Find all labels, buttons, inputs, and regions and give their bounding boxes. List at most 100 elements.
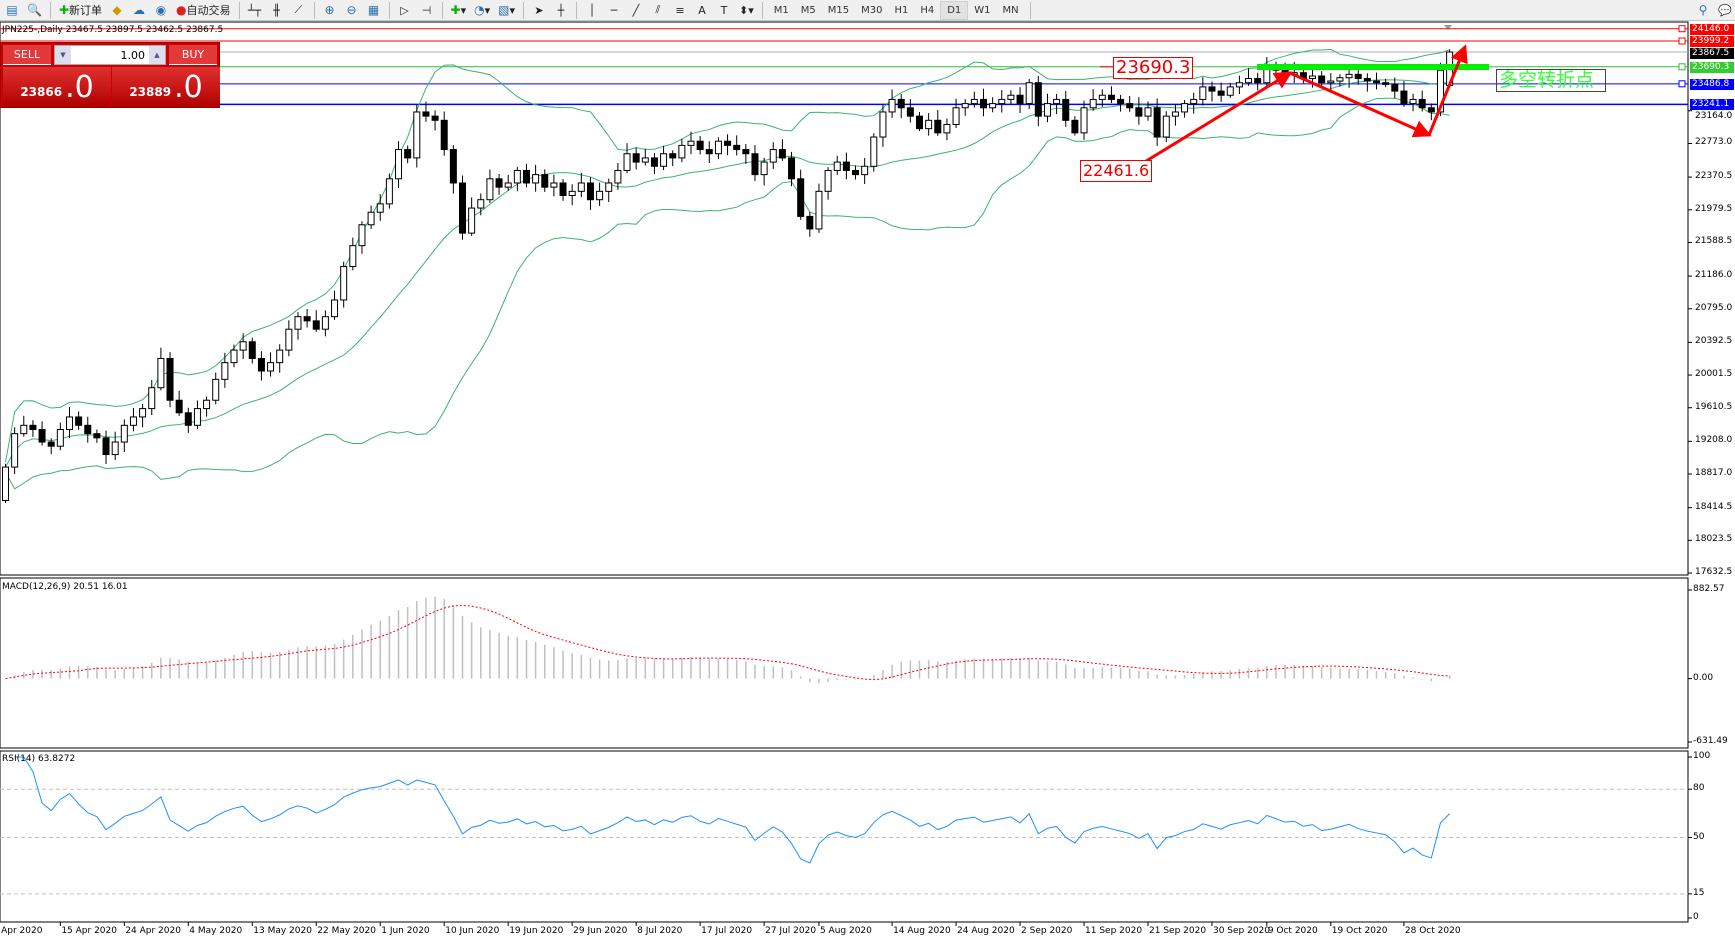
auto-scroll-icon[interactable]: ▷ [400,3,409,17]
candle-body [20,424,28,435]
signals-icon[interactable]: ◉ [155,3,167,17]
cursor-icon[interactable]: ➤ [534,3,544,17]
line-handle [1678,80,1686,88]
date-label: 10 Jun 2020 [445,926,500,936]
navigator-icon[interactable]: ☁ [133,3,146,17]
auto-trading-button[interactable]: ● 自动交易 [173,1,233,20]
candlestick-icon[interactable]: ╫ [273,3,280,17]
zoom-out-icon[interactable]: ⊖ [346,3,357,17]
sell-button[interactable]: SELL [3,45,51,65]
tile-windows-icon[interactable]: ▦ [367,3,380,17]
timeframe-m30[interactable]: M30 [861,4,883,16]
text-label-icon[interactable]: T [720,3,728,17]
candle-body [861,165,869,176]
timeframe-w1[interactable]: W1 [974,4,991,16]
macd-tick-label: 882.57 [1693,584,1725,594]
candle-body [696,140,704,151]
candle-body [970,98,978,105]
lot-size-input[interactable]: ▼ 1.00 ▲ [54,45,166,65]
candle-body [1309,75,1317,80]
fibonacci-icon[interactable]: ≡ [675,3,685,17]
buy-price[interactable]: 23889.0 [112,67,220,107]
new-order-button[interactable]: ✚ 新订单 [56,1,105,20]
buy-button[interactable]: BUY [169,45,217,65]
chat-icon[interactable]: 💬 [1718,3,1732,17]
horizontal-line-icon[interactable]: ─ [610,3,618,17]
candle-body [1327,80,1335,84]
timeframe-m5[interactable]: M5 [800,4,816,16]
candle-body [733,144,741,151]
candle-body [687,140,695,146]
timeframe-m1[interactable]: M1 [773,4,789,16]
lot-size-value[interactable]: 1.00 [120,48,146,62]
candle-body [1034,82,1042,117]
chart-shift-icon[interactable]: ⊣ [421,3,432,17]
sell-price-main: 23866 [20,85,63,99]
macd-tick-label: -631.49 [1693,736,1728,746]
date-label: 14 Aug 2020 [893,926,951,936]
auto-trading-icon: ● [176,3,187,17]
candle-body [660,153,668,167]
price-tick-label: 19610.5 [1695,401,1733,412]
arrows-icon[interactable]: ⬍▾ [738,3,754,17]
timeframe-mn[interactable]: MN [1002,4,1019,16]
print-preview-icon[interactable]: 🔍 [27,3,42,17]
turning-point-text[interactable]: 多空转折点 [1496,69,1606,92]
line-chart-icon[interactable]: ⟋ [294,3,303,16]
candle-body [1235,82,1243,88]
indicators-icon[interactable]: ✚ ▾ [450,3,467,17]
candle-body [1208,86,1216,92]
candle-body [541,174,549,188]
timeframe-bar: M1 M5 M15 M30 H1 H4 D1 W1 MN [768,0,1025,20]
candle-body [1226,86,1234,96]
bar-chart-icon[interactable]: ┴┬ [247,3,262,17]
candle-body [1181,103,1189,113]
lot-increase-icon[interactable]: ▲ [149,46,165,64]
candle-body [212,378,220,401]
vertical-line-icon[interactable]: │ [588,3,596,17]
candle-body [586,182,594,201]
candle-body [166,357,174,401]
lot-decrease-icon[interactable]: ▼ [55,46,71,64]
candle-body [385,178,393,205]
low-price-label[interactable]: 22461.6 [1080,160,1153,182]
sell-price[interactable]: 23866.0 [3,67,111,107]
candle-body [760,161,768,176]
trend-arrow [1142,71,1293,165]
timeframe-m15[interactable]: M15 [827,4,850,16]
rsi-label: RSI(14) 63.8272 [2,754,76,764]
auto-trading-label: 自动交易 [186,4,231,17]
new-chart-icon[interactable]: ▤ [6,3,18,17]
metaeditor-icon[interactable]: ◆ [112,3,122,17]
equidistant-channel-icon[interactable]: ⫽ [655,3,661,16]
zoom-in-icon[interactable]: ⊕ [324,3,335,17]
candle-body [1071,119,1079,134]
date-label: 24 Apr 2020 [125,926,181,936]
periods-icon[interactable]: ◔ ▾ [474,3,491,17]
candle-body [1043,103,1051,117]
candle-body [257,357,265,372]
timeframe-h1[interactable]: H1 [894,4,909,16]
date-label: 6 Apr 2020 [0,926,43,936]
trendline-icon[interactable]: ╱ [632,3,640,17]
search-icon[interactable]: ⚲ [1698,3,1708,17]
high-price-label[interactable]: 23690.3 [1113,57,1194,79]
candle-body [349,245,357,268]
candle-body [504,182,512,188]
rsi-pane-frame [0,750,1689,923]
timeframe-d1[interactable]: D1 [940,0,969,20]
timeframe-h4[interactable]: H4 [920,4,935,16]
templates-icon[interactable]: ▧ ▾ [498,3,515,17]
divider [575,1,577,19]
date-label: 8 Jul 2020 [637,926,683,936]
price-tag: 23690.3 [1690,61,1734,73]
crosshair-icon[interactable]: ┼ [557,3,565,17]
candle-body [367,211,375,226]
chart-info: JPN225-,Daily 23467.5 23897.5 23462.5 23… [2,25,224,35]
price-tick-label: 20795.0 [1695,302,1733,313]
new-order-label: 新订单 [69,4,103,17]
candle-body [778,149,786,159]
candle-body [1336,77,1344,82]
text-icon[interactable]: A [698,3,706,17]
